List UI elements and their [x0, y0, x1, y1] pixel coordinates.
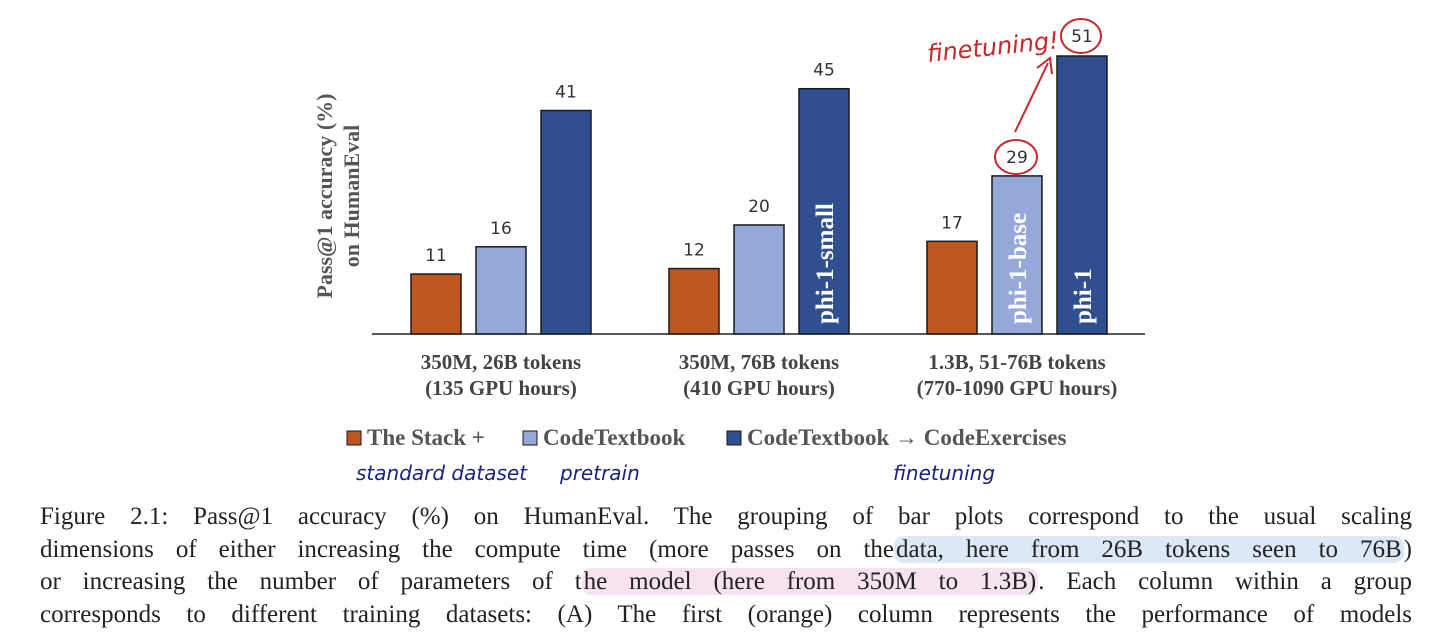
legend-note-3: finetuning	[893, 461, 995, 485]
data-label-2-1: 12	[683, 241, 705, 261]
caption-text: or increasing the number of parameters o…	[40, 568, 582, 595]
caption-text: dimensions of either increasing the comp…	[40, 535, 895, 563]
legend-note-1: standard dataset	[356, 461, 528, 485]
bar-inner-label-2: phi-1-base	[1005, 213, 1032, 324]
bar-3-3	[1056, 55, 1108, 335]
x-tick-label-1-line-1: 350M, 26B tokens	[421, 350, 581, 374]
bar-inner-label-1: phi-1-small	[812, 203, 839, 324]
bar-3-1	[926, 240, 978, 335]
caption-line-3: or increasing the number of parameters o…	[40, 566, 1412, 599]
caption-line-1: Figure 2.1: Pass@1 accuracy (%) on Human…	[40, 501, 1412, 534]
data-label-1-2: 16	[490, 219, 512, 239]
bar-plot: 111217162029414551phi-1-smallphi-1-basep…	[410, 55, 1108, 335]
bar-1-3	[540, 109, 592, 335]
legend-label-1: The Stack +	[367, 425, 485, 450]
data-label-51-circled: 51	[1071, 27, 1093, 47]
x-tick-label-2-line-1: 350M, 76B tokens	[679, 350, 839, 374]
annotation-finetuning-top: finetuning!	[926, 26, 1060, 68]
handwritten-annotations: finetuning! 51 standard dataset pretrain fin…	[356, 18, 1102, 485]
legend-note-2: pretrain	[559, 461, 640, 485]
bar-2-2	[733, 224, 785, 335]
data-label-3-1: 17	[941, 213, 963, 233]
x-tick-label-2-line-2: (410 GPU hours)	[683, 376, 835, 400]
x-tick-label-1-line-2: (135 GPU hours)	[425, 376, 577, 400]
bar-inner-label-3: phi-1	[1070, 268, 1097, 324]
bar-2-1	[668, 267, 720, 335]
data-label-2-2: 20	[748, 197, 770, 217]
legend-swatch-3	[726, 430, 742, 446]
bar-1-2	[475, 246, 527, 335]
x-tick-label-3-line-1: 1.3B, 51-76B tokens	[928, 350, 1105, 374]
caption-line-2: dimensions of either increasing the comp…	[40, 534, 1412, 567]
caption-text: . Each column within a group	[1038, 568, 1412, 595]
y-axis-label-line-2: on HumanEval	[339, 125, 364, 267]
data-label-1-3: 41	[555, 83, 577, 103]
bar-1-1	[410, 273, 462, 335]
legend-swatch-2	[522, 430, 538, 446]
arrow-head	[1036, 56, 1053, 75]
figure-caption: Figure 2.1: Pass@1 accuracy (%) on Human…	[40, 501, 1412, 631]
legend: The Stack + CodeTextbook CodeTextbook → Co…	[346, 425, 1067, 450]
legend-label-3: CodeTextbook → CodeExercises	[747, 425, 1067, 450]
caption-text: )	[1403, 535, 1412, 563]
caption-line-4: corresponds to different training datase…	[40, 599, 1412, 632]
data-label-1-1: 11	[425, 246, 447, 266]
y-axis-label: Pass@1 accuracy (%) on HumanEval	[312, 94, 364, 299]
legend-swatch-1	[346, 430, 362, 446]
highlight-model-phrase: he model (here from 350M to 1.3B)	[581, 568, 1039, 595]
circle-around-29	[994, 139, 1038, 175]
x-tick-labels: 350M, 26B tokens(135 GPU hours) 350M, 76B…	[421, 350, 1118, 400]
caption-text: Figure 2.1: Pass@1 accuracy (%) on Human…	[40, 503, 1412, 530]
caption-text: corresponds to different training datase…	[40, 600, 1412, 628]
legend-label-2: CodeTextbook	[543, 425, 685, 450]
data-label-3-2: 29	[1006, 148, 1028, 168]
arrow-line	[1014, 62, 1049, 133]
x-tick-label-3-line-2: (770-1090 GPU hours)	[917, 376, 1118, 400]
data-label-2-3: 45	[813, 61, 835, 81]
highlight-data-phrase: data, here from 26B tokens seen to 76B	[894, 535, 1404, 563]
y-axis-label-line-1: Pass@1 accuracy (%)	[312, 94, 337, 299]
bar-3-2	[991, 175, 1043, 335]
circle-around-51	[1060, 18, 1102, 54]
